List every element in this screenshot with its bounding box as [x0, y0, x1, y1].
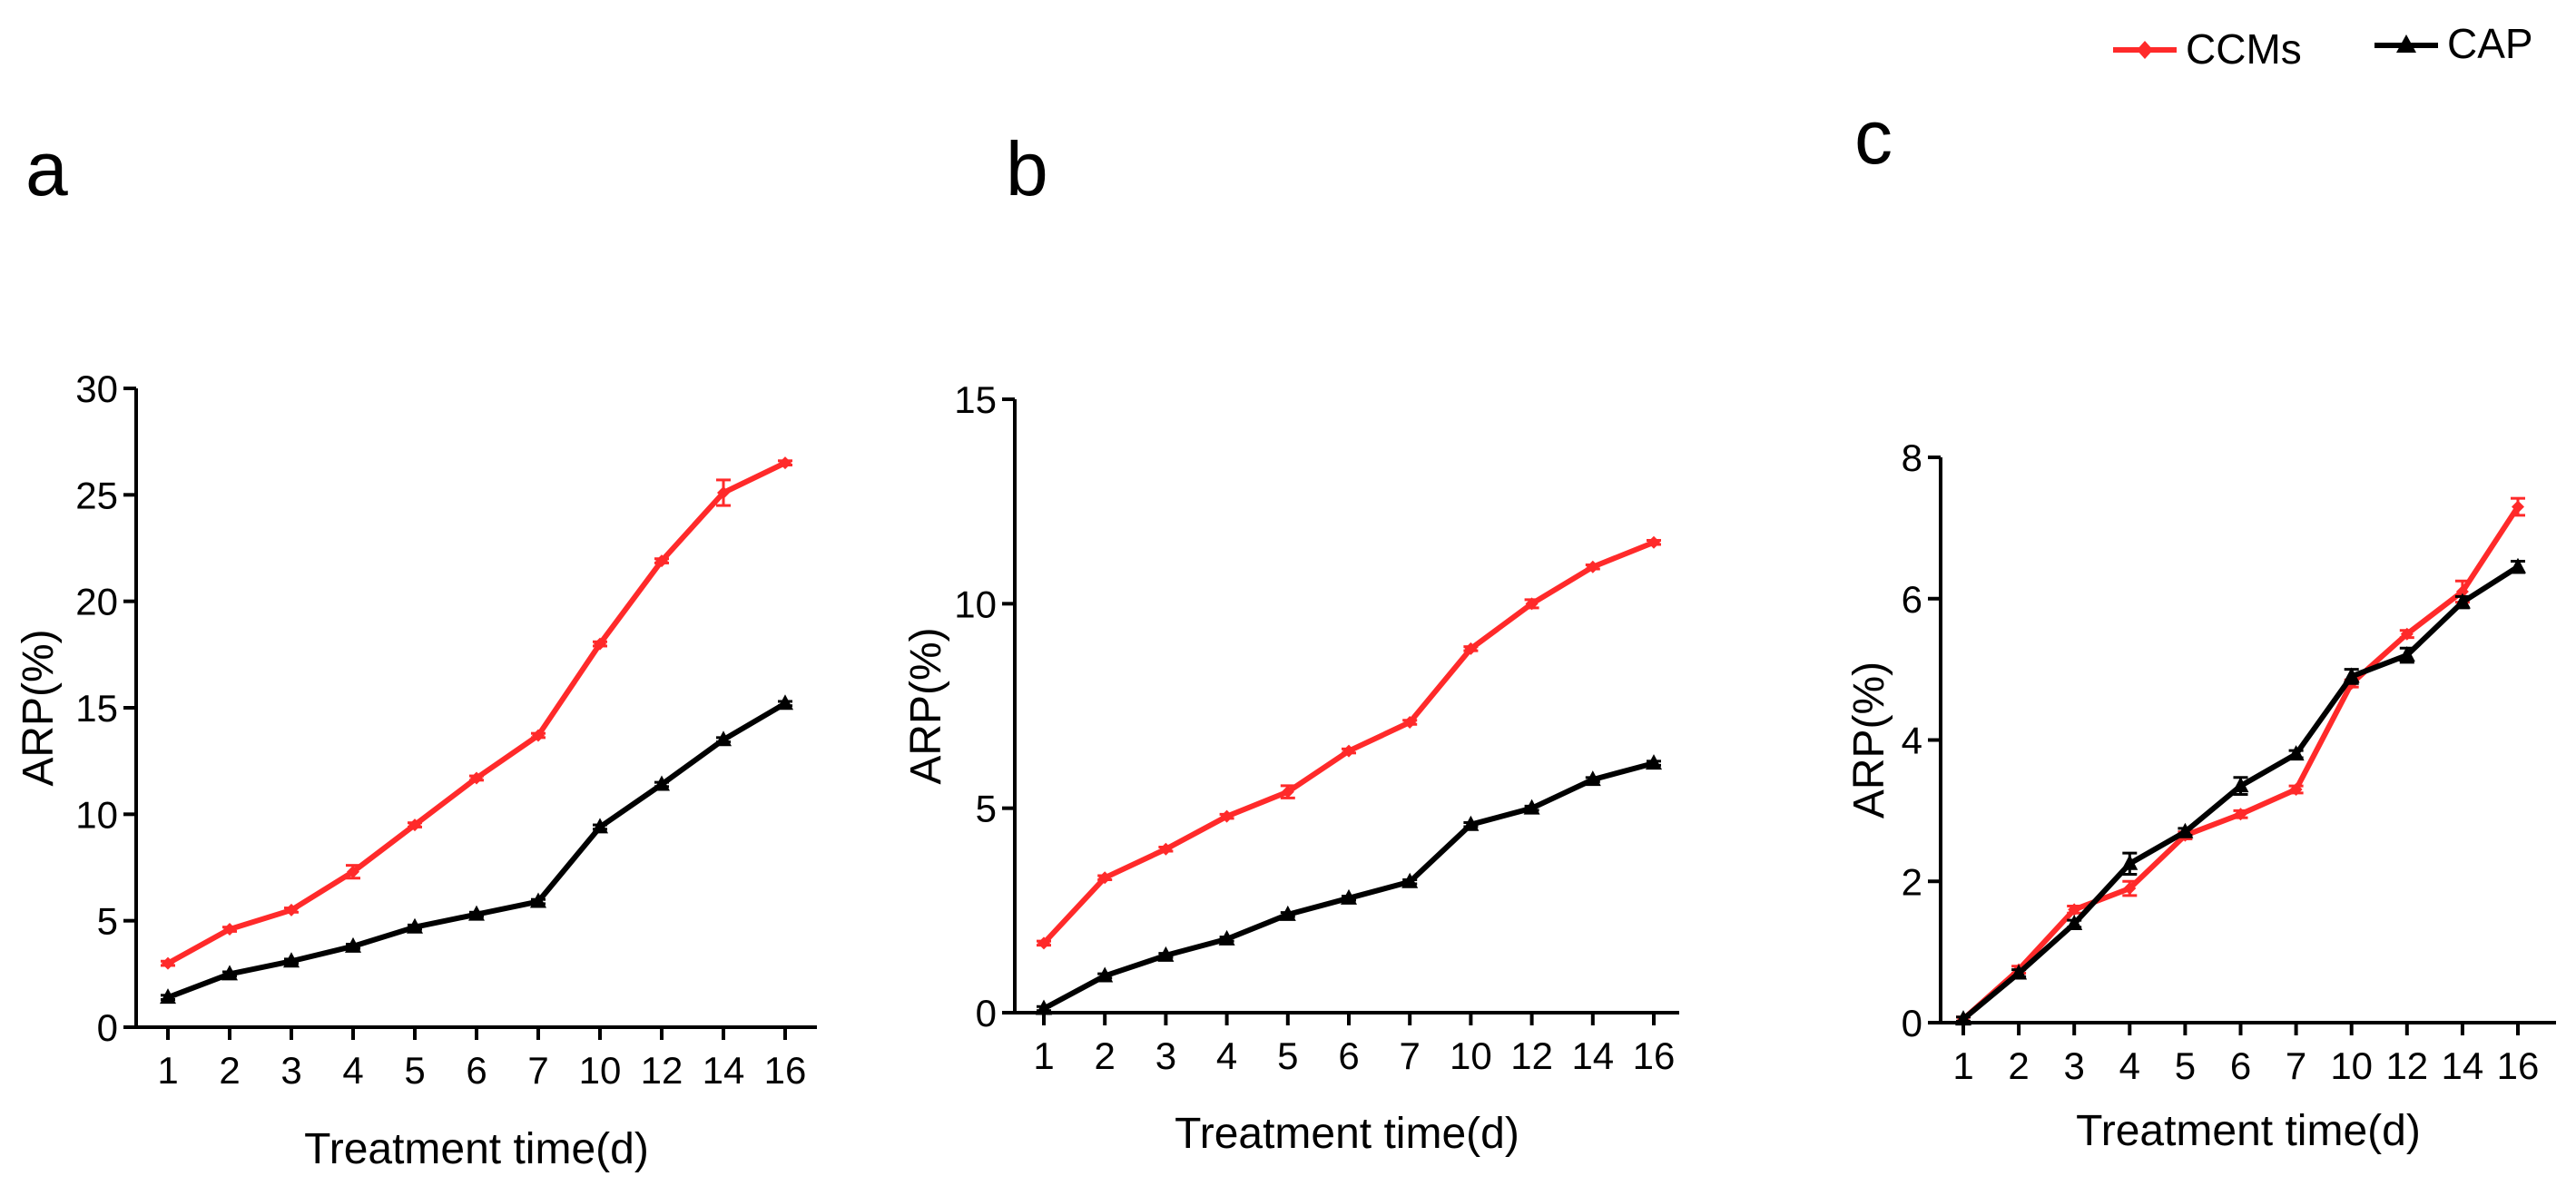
x-tick-label-c: 5: [2175, 1044, 2196, 1087]
x-tick-label-c: 16: [2497, 1044, 2540, 1087]
y-tick-label-b: 5: [976, 788, 997, 830]
y-tick-label-a: 15: [75, 687, 118, 730]
legend-item-cap: CAP: [2374, 20, 2533, 67]
y-tick-label-a: 10: [75, 793, 118, 836]
y-axis-title-c: ARP(%): [1845, 662, 1893, 818]
y-tick-label-a: 30: [75, 368, 118, 410]
x-axis-title-b: Treatment time(d): [1175, 1110, 1519, 1158]
x-tick-label-b: 14: [1571, 1034, 1614, 1077]
x-tick-label-b: 6: [1338, 1034, 1359, 1077]
x-tick-label-c: 2: [2008, 1044, 2029, 1087]
x-tick-label-a: 6: [466, 1049, 487, 1092]
figure: CCMs CAP a b c 0510152025301 2 3 4 5 6 7 10 12 14…: [0, 0, 2576, 1186]
x-tick-label-a: 7: [527, 1049, 548, 1092]
y-axis-title-a: ARP(%): [15, 629, 63, 786]
x-tick-label-b: 4: [1216, 1034, 1237, 1077]
x-tick-label-c: 4: [2119, 1044, 2140, 1087]
legend: CCMs CAP: [2113, 20, 2533, 73]
y-tick-label-a: 25: [75, 474, 118, 516]
x-tick-label-b: 12: [1510, 1034, 1553, 1077]
y-tick-label-a: 0: [97, 1006, 118, 1049]
y-tick-label-c: 0: [1902, 1002, 1922, 1044]
y-tick-label-a: 5: [97, 900, 118, 943]
series-line-cap-b: [1044, 763, 1654, 1008]
series-line-ccms-c: [1963, 507, 2518, 1020]
y-tick-label-b: 15: [954, 378, 997, 421]
x-tick-label-c: 3: [2064, 1044, 2085, 1087]
x-tick-label-b: 7: [1400, 1034, 1421, 1077]
x-tick-label-c: 1: [1952, 1044, 1973, 1087]
y-tick-label-c: 2: [1902, 860, 1922, 903]
x-tick-label-b: 2: [1095, 1034, 1116, 1077]
x-tick-label-a: 10: [579, 1049, 622, 1092]
y-tick-label-c: 8: [1902, 436, 1922, 479]
legend-item-ccms: CCMs: [2113, 25, 2302, 73]
x-axis-title-a: Treatment time(d): [304, 1125, 649, 1173]
chart-panel-c: 024681 2 3 4 5 6 7 10 12 14 16Treatment time(d)ARP…: [1845, 436, 2556, 1155]
x-tick-label-c: 12: [2385, 1044, 2428, 1087]
x-tick-label-a: 4: [342, 1049, 363, 1092]
x-tick-label-a: 3: [280, 1049, 301, 1092]
y-tick-label-b: 10: [954, 583, 997, 625]
x-tick-label-c: 6: [2230, 1044, 2251, 1087]
x-tick-label-a: 12: [641, 1049, 683, 1092]
x-tick-label-b: 5: [1277, 1034, 1298, 1077]
x-tick-label-a: 16: [764, 1049, 807, 1092]
x-tick-label-a: 14: [703, 1049, 745, 1092]
x-tick-label-c: 7: [2286, 1044, 2306, 1087]
series-line-ccms-a: [168, 463, 785, 963]
panel-letter-b: b: [1006, 126, 1048, 211]
x-tick-label-a: 5: [404, 1049, 425, 1092]
x-tick-label-c: 14: [2442, 1044, 2484, 1087]
series-line-ccms-b: [1044, 543, 1654, 944]
panel-letter-c: c: [1854, 94, 1893, 180]
y-tick-label-a: 20: [75, 581, 118, 623]
y-tick-label-c: 6: [1902, 578, 1922, 621]
legend-label-cap: CAP: [2447, 20, 2533, 67]
panel-letter-a: a: [25, 126, 68, 211]
x-tick-label-b: 3: [1155, 1034, 1176, 1077]
y-tick-label-c: 4: [1902, 720, 1922, 762]
series-line-cap-a: [168, 703, 785, 997]
x-tick-label-b: 1: [1033, 1034, 1054, 1077]
x-tick-label-b: 16: [1633, 1034, 1676, 1077]
x-tick-label-c: 10: [2330, 1044, 2373, 1087]
y-tick-label-b: 0: [976, 992, 997, 1034]
x-axis-title-c: Treatment time(d): [2076, 1107, 2421, 1155]
x-tick-label-b: 10: [1450, 1034, 1492, 1077]
x-tick-label-a: 2: [219, 1049, 240, 1092]
y-axis-title-b: ARP(%): [902, 627, 950, 784]
legend-label-ccms: CCMs: [2186, 25, 2302, 73]
x-tick-label-a: 1: [157, 1049, 178, 1092]
